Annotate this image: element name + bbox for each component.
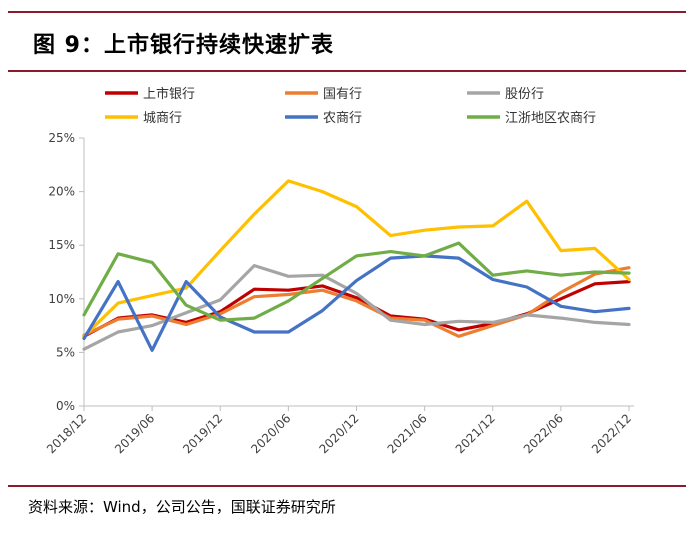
series-lines <box>82 179 631 352</box>
x-tick-label: 2022/12 <box>589 411 634 456</box>
x-tick-label: 2021/06 <box>385 411 430 456</box>
x-tick-label: 2019/12 <box>180 411 225 456</box>
title-rule <box>8 70 686 72</box>
top-rule <box>8 11 686 13</box>
page-title: 图 9：上市银行持续快速扩表 <box>33 33 334 58</box>
legend-label: 股份行 <box>505 87 544 102</box>
series-line-3 <box>82 179 631 338</box>
x-tick-label: 2020/12 <box>316 411 361 456</box>
y-tick-label: 5% <box>56 345 75 359</box>
y-tick-label: 20% <box>48 185 75 199</box>
y-tick-label: 15% <box>48 238 75 252</box>
source-note: 资料来源：Wind，公司公告，国联证券研究所 <box>28 498 336 516</box>
series-line-5 <box>82 241 631 322</box>
legend-item-5: 江浙地区农商行 <box>467 111 596 126</box>
x-tick-label: 2020/06 <box>248 411 293 456</box>
y-tick-label: 0% <box>56 399 75 413</box>
x-tick-label: 2019/06 <box>112 411 157 456</box>
y-tick-label: 10% <box>48 292 75 306</box>
series-line-1 <box>82 266 631 338</box>
legend-label: 城商行 <box>143 111 182 126</box>
legend-label: 农商行 <box>323 111 362 126</box>
legend-label: 上市银行 <box>143 86 195 102</box>
legend-item-0: 上市银行 <box>105 86 195 102</box>
x-axis: 2018/12 2019/06 2019/12 2020/06 2020/12 2021/… <box>44 405 634 456</box>
footer-rule <box>8 485 686 487</box>
legend-label: 江浙地区农商行 <box>505 111 596 126</box>
legend-item-2: 股份行 <box>467 87 544 102</box>
legend-item-1: 国有行 <box>285 87 362 102</box>
series-line-2 <box>82 264 631 351</box>
series-line-0 <box>82 280 631 338</box>
series-line-4 <box>82 254 631 352</box>
legend-label: 国有行 <box>323 87 362 102</box>
x-tick-label: 2018/12 <box>44 411 89 456</box>
legend-item-3: 城商行 <box>105 111 182 126</box>
x-tick-label: 2022/06 <box>521 411 566 456</box>
y-axis: 0% 5% 10% 15% 20% 25% <box>48 131 85 413</box>
x-tick-label: 2021/12 <box>453 411 498 456</box>
y-tick-label: 25% <box>48 131 75 145</box>
legend-item-4: 农商行 <box>285 111 362 126</box>
